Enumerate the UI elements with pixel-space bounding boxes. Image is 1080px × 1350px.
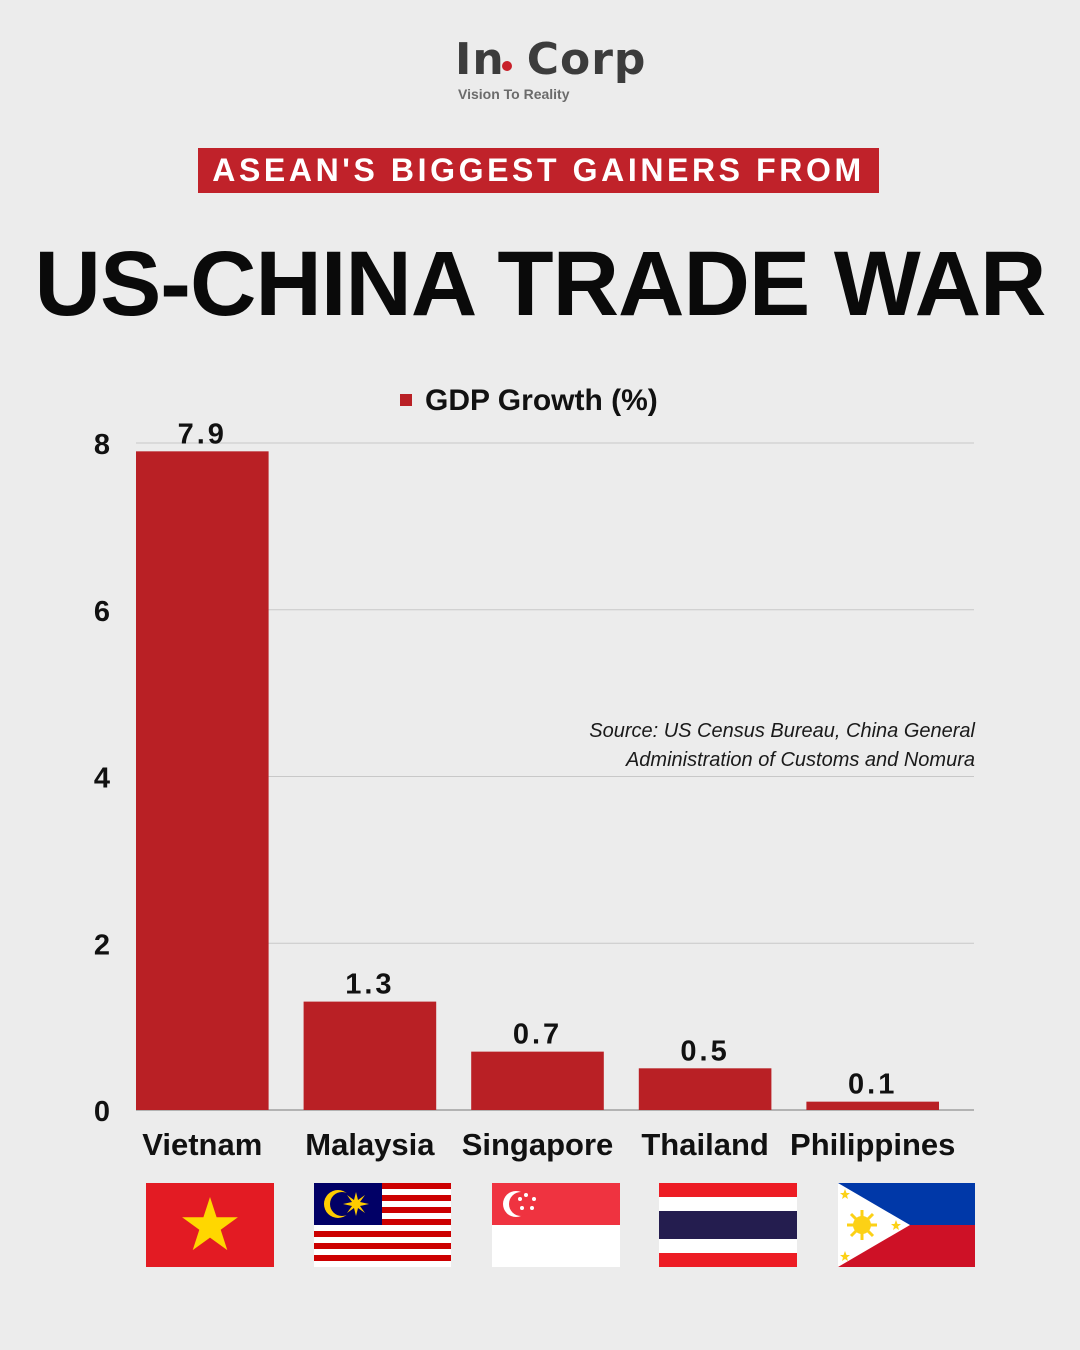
page-title: US-CHINA TRADE WAR <box>34 233 1047 335</box>
bar <box>136 451 269 1110</box>
x-tick-label: Singapore <box>462 1127 614 1162</box>
y-tick-label: 4 <box>94 763 110 795</box>
subtitle-banner: ASEAN'S BIGGEST GAINERS FROM <box>198 148 879 193</box>
data-label: 1.3 <box>345 969 394 1001</box>
x-tick-label: Vietnam <box>142 1127 262 1162</box>
philippines-flag-icon <box>838 1183 975 1267</box>
bar <box>638 1068 772 1110</box>
logo-wordmark: In Corp <box>455 34 646 85</box>
y-tick-label: 6 <box>94 596 110 628</box>
legend-swatch <box>400 394 412 406</box>
source-line-2: Administration of Customs and Nomura <box>625 749 975 771</box>
source-line-1: Source: US Census Bureau, China General <box>589 720 975 742</box>
logo-dot-icon <box>502 61 512 71</box>
data-label: 0.7 <box>513 1019 562 1051</box>
malaysia-flag-icon <box>314 1183 451 1267</box>
singapore-flag-icon <box>492 1183 620 1267</box>
bar <box>303 1001 437 1110</box>
data-label: 7.9 <box>178 418 227 450</box>
incorp-logo: In Corp Vision To Reality <box>455 34 645 104</box>
bar <box>806 1101 939 1110</box>
y-tick-label: 2 <box>94 929 110 961</box>
data-label: 0.1 <box>848 1069 897 1101</box>
logo-name-left: In <box>455 34 505 85</box>
y-tick-label: 0 <box>94 1096 110 1128</box>
x-tick-label: Malaysia <box>305 1127 435 1162</box>
thailand-flag-icon <box>659 1183 797 1267</box>
y-tick-label: 8 <box>94 429 110 461</box>
legend-label: GDP Growth (%) <box>425 384 658 417</box>
x-tick-label: Philippines <box>790 1127 955 1162</box>
logo-tagline: Vision To Reality <box>458 86 570 102</box>
x-tick-label: Thailand <box>641 1127 768 1162</box>
bar <box>471 1051 604 1110</box>
vietnam-flag-icon <box>146 1183 274 1267</box>
source-note: Source: US Census Bureau, China General … <box>515 717 975 775</box>
data-label: 0.5 <box>680 1035 729 1067</box>
logo-name-right: Corp <box>526 34 647 85</box>
